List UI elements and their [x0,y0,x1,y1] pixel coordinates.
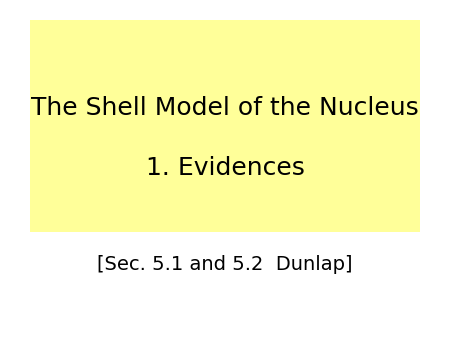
Bar [30,20,420,232]
Text: The Shell Model of the Nucleus: The Shell Model of the Nucleus [31,96,419,120]
Text: 1. Evidences: 1. Evidences [145,156,305,180]
Text: [Sec. 5.1 and 5.2  Dunlap]: [Sec. 5.1 and 5.2 Dunlap] [97,256,353,274]
